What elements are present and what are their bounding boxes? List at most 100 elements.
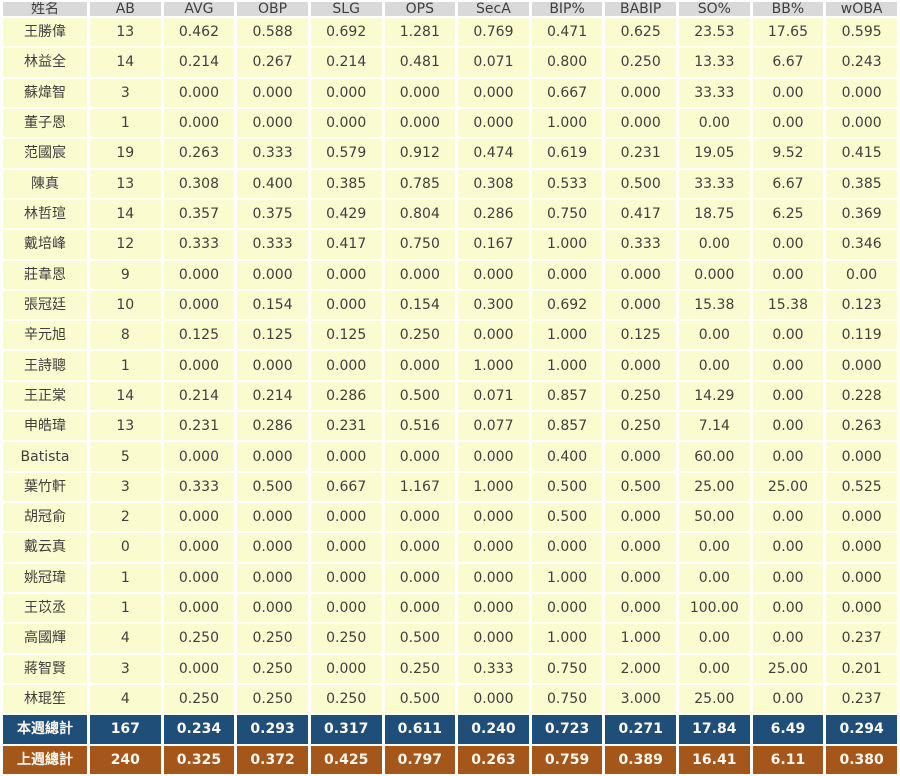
stat-cell: 0.000	[826, 533, 897, 562]
stat-cell: 0.000	[384, 351, 456, 380]
stat-cell: 10	[90, 290, 161, 320]
player-row: 董子恩 1 0.000 0.000 0.000 0.000 0.000 1.000 0.000 0…	[3, 108, 897, 138]
stat-cell: 1.000	[458, 351, 529, 380]
stat-cell: 0.912	[384, 139, 456, 168]
stat-cell: 1	[90, 593, 161, 623]
player-name-cell: 范國宸	[3, 139, 87, 168]
stat-cell: 0.750	[531, 654, 603, 683]
stat-cell: 0.500	[384, 624, 456, 653]
stat-cell: 0.000	[605, 533, 676, 562]
stat-cell: 0.000	[384, 78, 456, 107]
stat-cell: 0.000	[384, 503, 456, 532]
stat-cell: 0.000	[605, 108, 676, 138]
stat-cell: 0.000	[237, 593, 308, 623]
stat-cell: 0.000	[163, 290, 235, 320]
player-name-cell: 胡冠俞	[3, 503, 87, 532]
prev-week-total-row: 上週總計 240 0.325 0.372 0.425 0.797 0.263 0.759 0.3…	[3, 745, 897, 774]
stat-cell: 0.400	[237, 169, 308, 198]
stat-cell: 0.415	[826, 139, 897, 168]
player-row: 王苡丞 1 0.000 0.000 0.000 0.000 0.000 0.000 0.000 1…	[3, 593, 897, 623]
stat-cell: 0.250	[605, 381, 676, 411]
stat-cell: 0.000	[237, 260, 308, 289]
stat-cell: 100.00	[679, 593, 750, 623]
stat-cell: 13	[90, 18, 161, 47]
stat-cell: 0.346	[826, 230, 897, 259]
stat-cell: 15.38	[752, 290, 824, 320]
stat-cell: 0.400	[531, 442, 603, 471]
stat-cell: 7.14	[679, 412, 750, 441]
total-stat-cell: 0.372	[237, 745, 308, 774]
stat-cell: 0.667	[310, 472, 382, 501]
column-header-bbpct: BB%	[752, 2, 824, 16]
player-name-cell: 戴云真	[3, 533, 87, 562]
total-stat-cell: 0.797	[384, 745, 456, 774]
stat-cell: 0.000	[310, 563, 382, 592]
player-name-cell: 王詩聰	[3, 351, 87, 380]
stat-cell: 0.481	[384, 48, 456, 77]
stat-cell: 0.417	[310, 230, 382, 259]
stat-cell: 0.375	[237, 199, 308, 229]
stat-cell: 0.250	[310, 624, 382, 653]
player-row: 葉竹軒 3 0.333 0.500 0.667 1.167 1.000 0.500 0.500 2…	[3, 472, 897, 501]
stat-cell: 3	[90, 654, 161, 683]
total-stat-cell: 0.263	[458, 745, 529, 774]
stat-cell: 0.500	[384, 381, 456, 411]
total-label: 上週總計	[3, 745, 87, 774]
stat-cell: 0.000	[605, 351, 676, 380]
stat-cell: 0.00	[679, 654, 750, 683]
stat-cell: 0.286	[310, 381, 382, 411]
column-header-obp: OBP	[237, 2, 308, 16]
stat-cell: 0.00	[679, 563, 750, 592]
stat-cell: 0.231	[310, 412, 382, 441]
stat-cell: 0.750	[531, 684, 603, 714]
stat-cell: 0.00	[752, 412, 824, 441]
player-row: 林琨笙 4 0.250 0.250 0.250 0.500 0.000 0.750 3.000 2…	[3, 684, 897, 714]
stat-cell: 0.000	[310, 533, 382, 562]
column-header-bippct: BIP%	[531, 2, 603, 16]
stat-cell: 9.52	[752, 139, 824, 168]
stat-cell: 0.000	[605, 563, 676, 592]
stat-cell: 0.533	[531, 169, 603, 198]
player-row: 陳真 13 0.308 0.400 0.385 0.785 0.308 0.533 0.500 3…	[3, 169, 897, 198]
stat-cell: 0.000	[237, 78, 308, 107]
player-name-cell: 姚冠瑋	[3, 563, 87, 592]
total-stat-cell: 6.49	[752, 715, 824, 744]
stat-cell: 5	[90, 442, 161, 471]
stat-cell: 0.000	[826, 108, 897, 138]
total-stat-cell: 0.317	[310, 715, 382, 744]
stat-cell: 0.300	[458, 290, 529, 320]
stat-cell: 0.000	[163, 108, 235, 138]
stat-cell: 0.500	[605, 472, 676, 501]
player-row: 王詩聰 1 0.000 0.000 0.000 0.000 1.000 1.000 0.000 0…	[3, 351, 897, 380]
stat-cell: 1.167	[384, 472, 456, 501]
stat-cell: 0.119	[826, 321, 897, 350]
total-stat-cell: 0.380	[826, 745, 897, 774]
column-header-slg: SLG	[310, 2, 382, 16]
column-header-ab: AB	[90, 2, 161, 16]
total-stat-cell: 6.11	[752, 745, 824, 774]
stat-cell: 0.000	[458, 442, 529, 471]
stat-cell: 8	[90, 321, 161, 350]
stat-cell: 0.000	[310, 503, 382, 532]
stat-cell: 0.000	[531, 533, 603, 562]
stat-cell: 0.00	[679, 230, 750, 259]
stat-cell: 1	[90, 351, 161, 380]
stat-cell: 0.000	[531, 593, 603, 623]
player-row: 張冠廷 10 0.000 0.154 0.000 0.154 0.300 0.692 0.000…	[3, 290, 897, 320]
stat-cell: 0.000	[458, 260, 529, 289]
stat-cell: 1.000	[531, 624, 603, 653]
stat-cell: 0.286	[458, 199, 529, 229]
player-row: 戴云真 0 0.000 0.000 0.000 0.000 0.000 0.000 0.000 0…	[3, 533, 897, 562]
total-stat-cell: 0.294	[826, 715, 897, 744]
stat-cell: 1.000	[605, 624, 676, 653]
stat-cell: 0.500	[605, 169, 676, 198]
stat-cell: 0.000	[826, 78, 897, 107]
stat-cell: 13.33	[679, 48, 750, 77]
stat-cell: 0.000	[458, 563, 529, 592]
stat-cell: 0.308	[163, 169, 235, 198]
player-name-cell: 林哲瑄	[3, 199, 87, 229]
stat-cell: 0.125	[310, 321, 382, 350]
stat-cell: 6.25	[752, 199, 824, 229]
stat-cell: 19.05	[679, 139, 750, 168]
stat-cell: 0.000	[384, 108, 456, 138]
